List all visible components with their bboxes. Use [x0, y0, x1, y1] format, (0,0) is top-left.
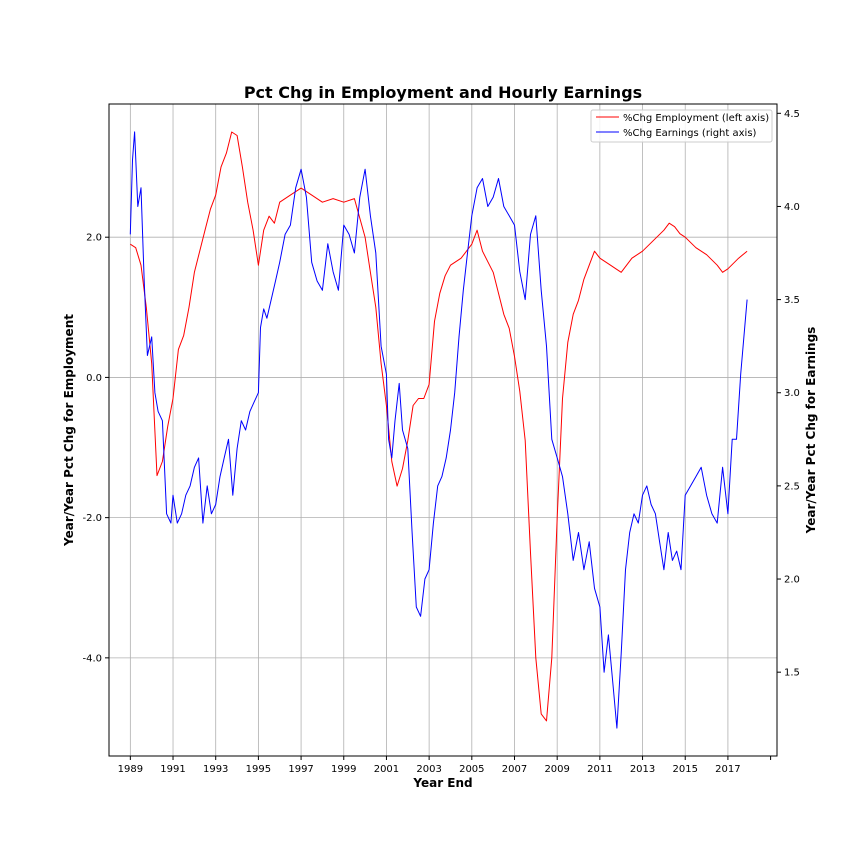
- y-left-tick-label: 2.0: [86, 233, 102, 244]
- x-axis-ticks: 1989 1991 1993 1995 1997 1999 2001 2003 2005 2007…: [118, 756, 772, 775]
- x-tick-label: 2017: [715, 764, 740, 775]
- y-left-tick-label: -2.0: [82, 513, 102, 524]
- x-tick-label: 2015: [673, 764, 698, 775]
- y-right-tick-label: 4.0: [784, 202, 800, 213]
- y-right-tick-label: 2.0: [784, 575, 800, 586]
- x-tick-label: 1995: [246, 764, 271, 775]
- y-right-tick-label: 1.5: [784, 668, 800, 679]
- y-right-tick-label: 4.5: [784, 109, 800, 120]
- x-axis-label: Year End: [412, 776, 472, 790]
- chart-title: Pct Chg in Employment and Hourly Earning…: [244, 83, 642, 102]
- y-right-tick-label: 3.5: [784, 295, 800, 306]
- x-tick-label: 1993: [203, 764, 228, 775]
- x-tick-label: 1997: [288, 764, 313, 775]
- y-left-tick-label: 0.0: [86, 373, 102, 384]
- plot-frame: [108, 103, 778, 757]
- x-tick-label: 2005: [459, 764, 484, 775]
- legend-label-earnings: %Chg Earnings (right axis): [623, 128, 757, 139]
- y-left-axis-ticks: 2.0 0.0 -2.0 -4.0: [82, 233, 109, 664]
- x-tick-label: 2009: [544, 764, 569, 775]
- x-tick-label: 2003: [416, 764, 441, 775]
- x-tick-label: 2013: [630, 764, 655, 775]
- series-line-earnings: [129, 131, 748, 729]
- x-tick-label: 1999: [331, 764, 356, 775]
- legend-box: [590, 109, 773, 143]
- x-tick-label: 2011: [587, 764, 612, 775]
- grid: [109, 104, 777, 756]
- y-right-tick-label: 3.0: [784, 388, 800, 399]
- y-right-axis-label: Year/Year Pct Chg for Earnings: [804, 327, 818, 535]
- y-left-tick-label: -4.0: [82, 653, 102, 664]
- legend-label-employment: %Chg Employment (left axis): [623, 113, 769, 124]
- y-right-axis-ticks: 4.5 4.0 3.5 3.0 2.5 2.0 1.5: [777, 109, 800, 679]
- series-line-employment: [130, 131, 748, 722]
- x-tick-label: 1991: [160, 764, 185, 775]
- y-right-tick-label: 2.5: [784, 481, 800, 492]
- series-group: [129, 131, 748, 729]
- y-left-axis-label: Year/Year Pct Chg for Employment: [62, 314, 76, 547]
- x-tick-label: 2007: [502, 764, 527, 775]
- x-tick-label: 2001: [374, 764, 399, 775]
- x-tick-label: 1989: [118, 764, 143, 775]
- legend: %Chg Employment (left axis) %Chg Earning…: [590, 109, 773, 143]
